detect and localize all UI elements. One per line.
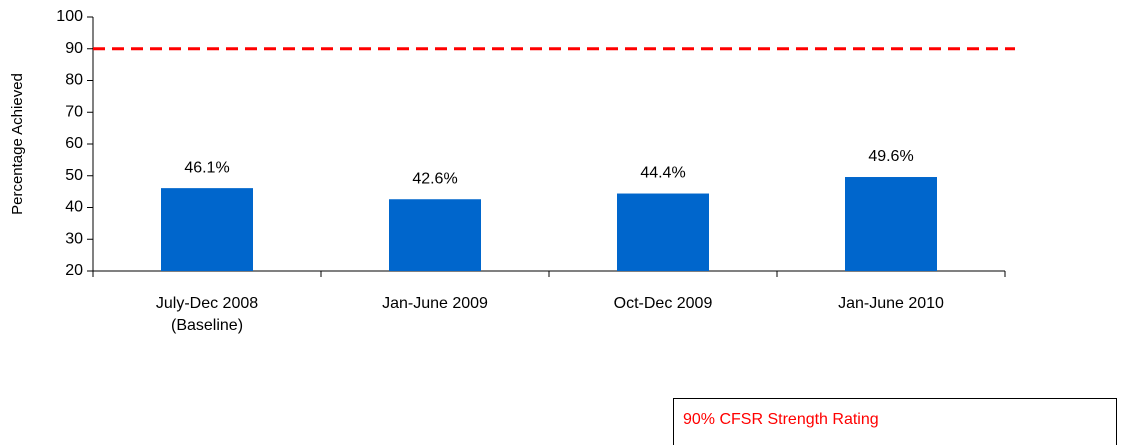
value-label: 42.6% — [412, 170, 457, 187]
bar — [161, 188, 253, 271]
y-tick-label: 20 — [65, 262, 83, 279]
x-tick-label: Jan-June 2010 — [838, 295, 944, 312]
y-tick-label: 50 — [65, 167, 83, 184]
legend-box — [673, 398, 1117, 445]
y-tick-label: 60 — [65, 135, 83, 152]
x-tick-label: July-Dec 2008 (Baseline) — [156, 295, 258, 334]
y-axis-label: Percentage Achieved — [9, 73, 26, 215]
legend-label: 90% CFSR Strength Rating — [683, 411, 879, 428]
y-tick-label: 70 — [65, 103, 83, 120]
y-tick-label: 100 — [56, 8, 83, 25]
y-tick-label: 80 — [65, 72, 83, 89]
bar — [389, 199, 481, 271]
bar — [845, 177, 937, 271]
y-tick-label: 90 — [65, 40, 83, 57]
value-label: 46.1% — [184, 159, 229, 176]
y-tick-label: 30 — [65, 230, 83, 247]
x-tick-label: Jan-June 2009 — [382, 295, 488, 312]
bar — [617, 193, 709, 271]
value-label: 49.6% — [868, 148, 913, 165]
y-tick-label: 40 — [65, 199, 83, 216]
x-tick-label: Oct-Dec 2009 — [614, 295, 713, 312]
value-label: 44.4% — [640, 165, 685, 182]
